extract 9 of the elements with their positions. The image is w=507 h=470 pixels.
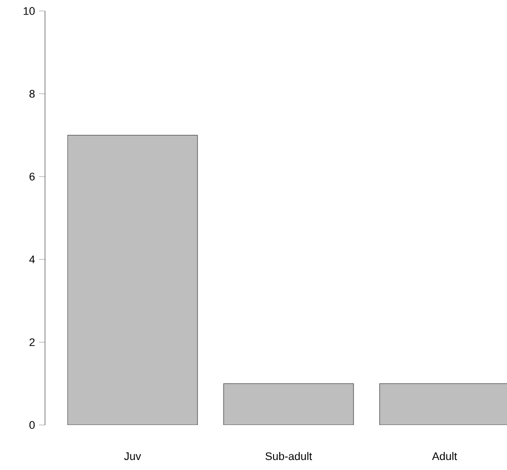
y-tick-label: 2 xyxy=(30,338,35,346)
y-tick-label: 0 xyxy=(29,421,35,429)
x-tick-label: Sub-adult xyxy=(266,452,312,460)
x-tick-label: Juv xyxy=(124,452,142,460)
y-tick-label: 8 xyxy=(29,90,35,98)
y-tick-label: 4 xyxy=(29,256,35,264)
y-tick-label: 10 xyxy=(24,7,35,15)
y-tick-label: 6 xyxy=(30,172,35,180)
x-tick-label: Adult xyxy=(432,452,458,460)
